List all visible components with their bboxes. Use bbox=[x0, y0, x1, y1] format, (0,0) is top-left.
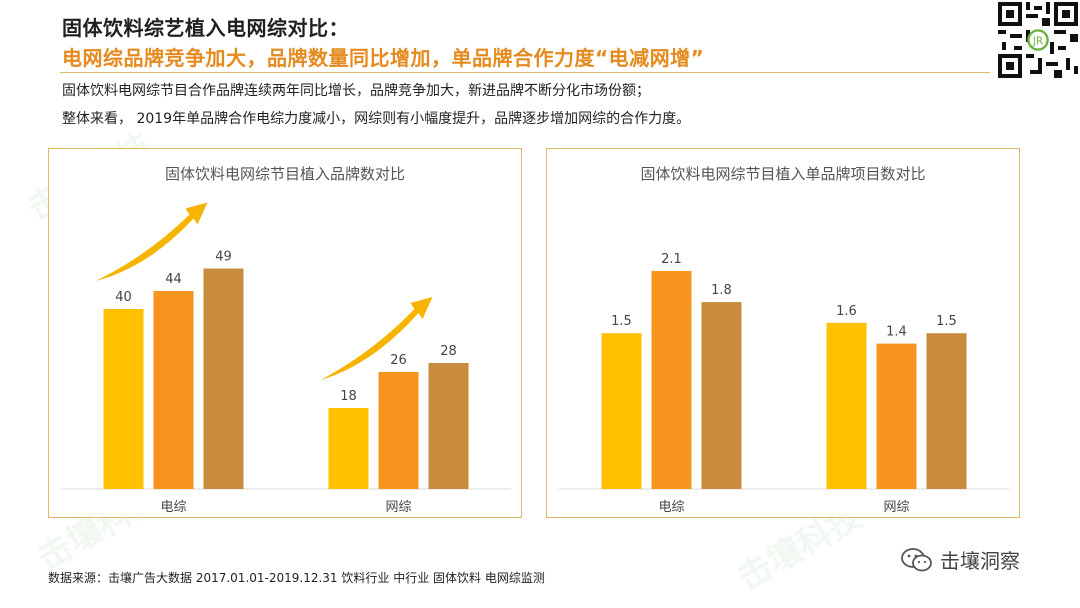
bar bbox=[876, 343, 917, 489]
bar bbox=[103, 309, 144, 489]
bar bbox=[651, 270, 692, 489]
chart-brand-count: 40 44 49 电综 18 26 28 网综 bbox=[61, 202, 511, 515]
data-label: 26 bbox=[390, 353, 407, 368]
category-label: 网综 bbox=[883, 500, 909, 515]
trend-arrow-icon bbox=[320, 297, 433, 380]
wechat-icon bbox=[901, 547, 932, 571]
bar bbox=[328, 408, 369, 489]
data-label: 18 bbox=[340, 389, 357, 404]
data-label: 1.5 bbox=[611, 314, 632, 329]
data-label: 44 bbox=[165, 272, 182, 287]
trend-arrow-icon bbox=[95, 202, 208, 281]
bar bbox=[153, 291, 194, 489]
data-label: 1.6 bbox=[836, 304, 857, 319]
category-label: 电综 bbox=[658, 500, 684, 515]
chart-title: 固体饮料电网综节目植入单品牌项目数对比 bbox=[640, 165, 926, 183]
bar bbox=[926, 333, 967, 489]
description-line-1: 固体饮料电网综节目合作品牌连续两年同比增长，品牌竞争加大，新进品牌不断分化市场份… bbox=[62, 83, 650, 99]
title-divider bbox=[60, 72, 990, 73]
svg-text:JR: JR bbox=[1032, 35, 1043, 47]
chart-panel-brand-count: 固体饮料电网综节目植入品牌数对比 40 44 49 电综 18 26 28 网综 bbox=[48, 148, 522, 518]
page-title: 固体饮料综艺植入电网综对比： bbox=[62, 16, 349, 40]
bar bbox=[203, 268, 244, 489]
category-label: 网综 bbox=[385, 500, 411, 515]
description-line-2: 整体来看， 2019年单品牌合作电综力度减小，网综则有小幅度提升，品牌逐步增加网… bbox=[62, 111, 691, 127]
data-label: 49 bbox=[215, 250, 232, 265]
data-label: 28 bbox=[440, 344, 457, 359]
data-label: 40 bbox=[115, 290, 132, 305]
brand-signature: 击壤洞察 bbox=[900, 545, 1020, 574]
data-label: 1.5 bbox=[936, 314, 957, 329]
bar bbox=[826, 322, 867, 489]
qr-code-icon: JR bbox=[998, 2, 1078, 78]
chart-panel-single-brand-projects: 固体饮料电网综节目植入单品牌项目数对比 1.5 2.1 1.8 电综 1.6 1.4 1.5… bbox=[546, 148, 1020, 518]
brand-name: 击壤洞察 bbox=[940, 549, 1020, 573]
chart-single-brand-projects: 1.5 2.1 1.8 电综 1.6 1.4 1.5 网综 bbox=[559, 252, 1009, 515]
bar bbox=[601, 333, 642, 489]
bar bbox=[428, 363, 469, 489]
bar bbox=[378, 372, 419, 489]
data-source-note: 数据来源：击壤广告大数据 2017.01.01-2019.12.31 饮料行业 … bbox=[48, 571, 545, 585]
chart-title: 固体饮料电网综节目植入品牌数对比 bbox=[164, 165, 405, 183]
page-subtitle: 电网综品牌竞争加大，品牌数量同比增加，单品牌合作力度“电减网增” bbox=[62, 46, 705, 70]
data-label: 1.4 bbox=[886, 325, 907, 340]
category-label: 电综 bbox=[160, 500, 186, 515]
data-label: 2.1 bbox=[661, 252, 682, 267]
bar bbox=[701, 302, 742, 489]
data-label: 1.8 bbox=[711, 283, 732, 298]
